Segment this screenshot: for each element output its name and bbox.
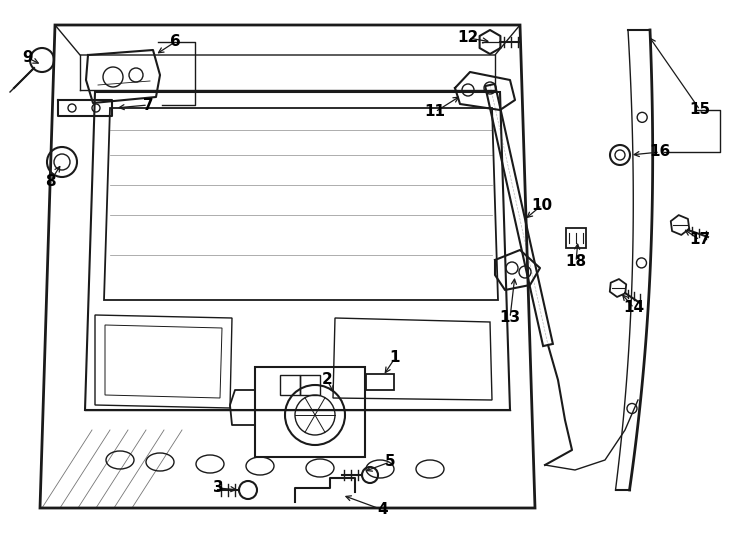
Text: 4: 4	[378, 503, 388, 517]
Text: 8: 8	[45, 174, 55, 190]
Bar	[280, 375, 300, 395]
Text: 15: 15	[689, 103, 711, 118]
Text: 2: 2	[321, 373, 333, 388]
Text: 3: 3	[213, 481, 223, 496]
Text: 17: 17	[689, 233, 711, 247]
Text: 6: 6	[170, 35, 181, 50]
Text: 7: 7	[142, 98, 153, 112]
Text: 18: 18	[565, 254, 586, 269]
Bar	[566, 228, 586, 248]
Text: 5: 5	[385, 455, 396, 469]
Bar	[366, 374, 394, 390]
Text: 12: 12	[457, 30, 479, 45]
Text: 10: 10	[531, 198, 553, 213]
Text: 1: 1	[390, 350, 400, 366]
Text: 16: 16	[650, 145, 671, 159]
Text: 11: 11	[424, 105, 446, 119]
Bar	[300, 375, 320, 395]
Text: 13: 13	[499, 310, 520, 326]
Text: 14: 14	[623, 300, 644, 315]
Text: 9: 9	[23, 51, 33, 65]
